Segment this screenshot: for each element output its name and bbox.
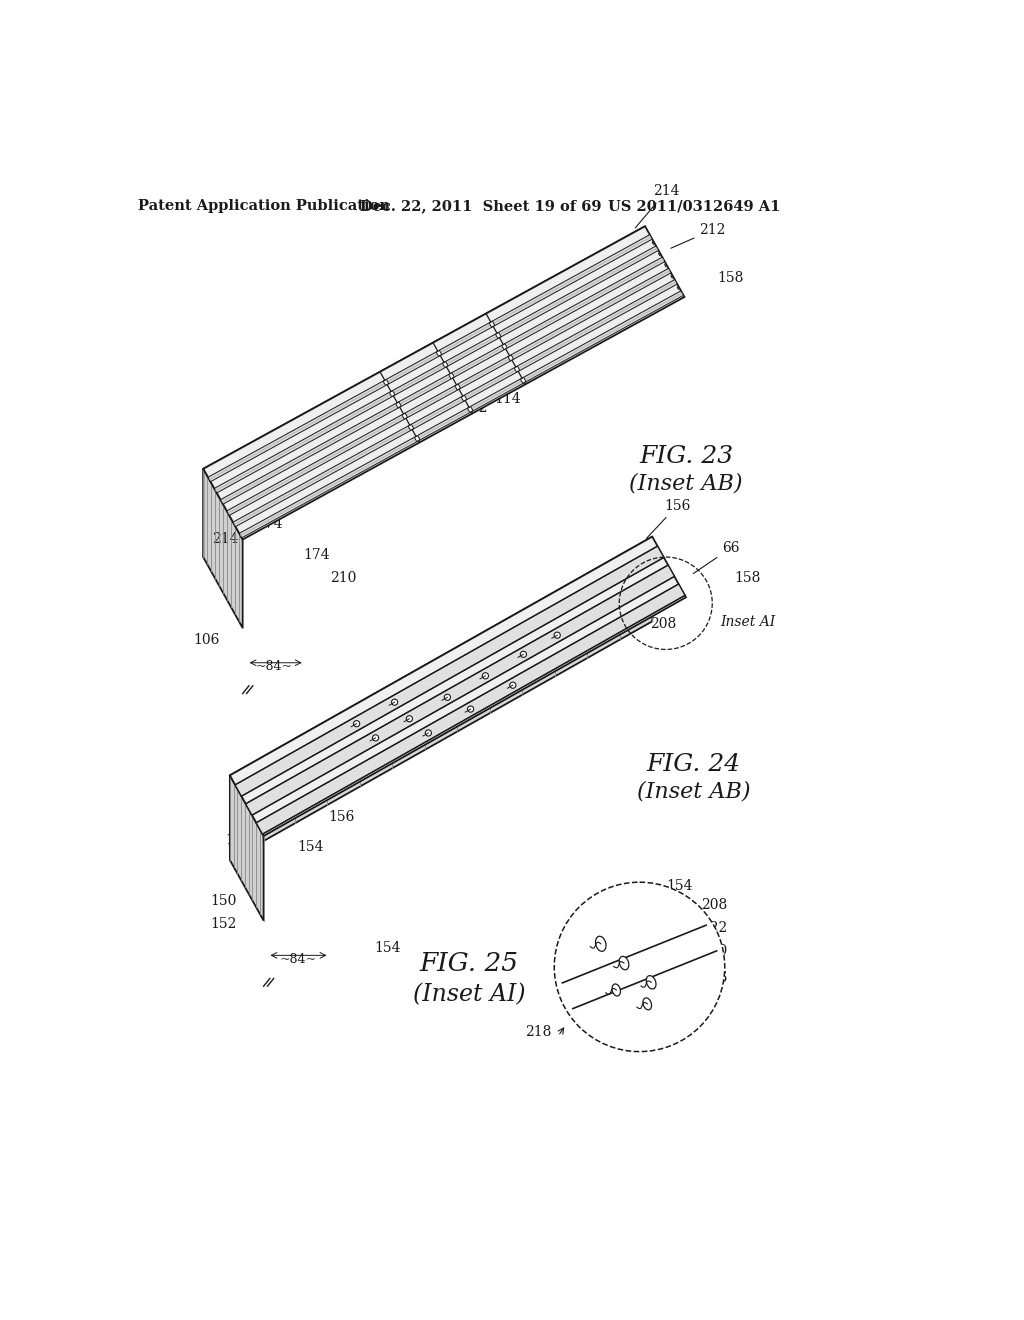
Text: 222: 222 bbox=[662, 921, 728, 954]
Polygon shape bbox=[383, 380, 389, 385]
Text: 154: 154 bbox=[297, 841, 324, 854]
Polygon shape bbox=[461, 396, 467, 401]
Polygon shape bbox=[496, 333, 501, 338]
Text: 174: 174 bbox=[303, 548, 330, 562]
Text: 214: 214 bbox=[212, 532, 239, 546]
Text: 214: 214 bbox=[635, 185, 679, 228]
Text: 208: 208 bbox=[649, 618, 676, 631]
Polygon shape bbox=[204, 226, 645, 557]
Text: 156: 156 bbox=[650, 972, 728, 1005]
Circle shape bbox=[510, 682, 516, 688]
Polygon shape bbox=[455, 384, 461, 389]
Polygon shape bbox=[220, 257, 665, 504]
Polygon shape bbox=[208, 235, 652, 482]
Polygon shape bbox=[246, 565, 675, 816]
Polygon shape bbox=[436, 350, 441, 356]
Ellipse shape bbox=[643, 998, 651, 1010]
Ellipse shape bbox=[612, 983, 621, 997]
Polygon shape bbox=[508, 355, 513, 360]
Text: ~84~: ~84~ bbox=[255, 660, 292, 673]
Text: FIG. 23: FIG. 23 bbox=[639, 445, 733, 467]
Text: FIG. 24: FIG. 24 bbox=[647, 752, 740, 776]
Circle shape bbox=[373, 735, 379, 741]
Text: Patent Application Publication: Patent Application Publication bbox=[137, 199, 389, 213]
Text: 156: 156 bbox=[225, 833, 252, 846]
Polygon shape bbox=[204, 226, 684, 540]
Text: 154: 154 bbox=[375, 940, 400, 954]
Circle shape bbox=[407, 715, 413, 722]
Polygon shape bbox=[415, 436, 420, 441]
Text: 114: 114 bbox=[451, 392, 520, 407]
Text: Inset AI: Inset AI bbox=[720, 615, 775, 630]
Text: 158: 158 bbox=[735, 572, 761, 585]
Text: ~84~: ~84~ bbox=[280, 953, 317, 966]
Polygon shape bbox=[226, 268, 671, 515]
Polygon shape bbox=[214, 246, 658, 492]
Text: US 2011/0312649 A1: US 2011/0312649 A1 bbox=[607, 199, 780, 213]
Circle shape bbox=[391, 700, 397, 705]
Circle shape bbox=[482, 673, 488, 678]
Circle shape bbox=[425, 730, 431, 737]
Polygon shape bbox=[489, 321, 495, 327]
Text: 218: 218 bbox=[525, 1026, 552, 1039]
Circle shape bbox=[554, 632, 560, 639]
Text: 158: 158 bbox=[718, 271, 744, 285]
Text: (Inset AB): (Inset AB) bbox=[637, 780, 751, 803]
Polygon shape bbox=[233, 280, 677, 527]
Polygon shape bbox=[240, 290, 683, 537]
Text: 140: 140 bbox=[436, 710, 463, 725]
Circle shape bbox=[444, 694, 451, 701]
Polygon shape bbox=[520, 378, 526, 383]
Polygon shape bbox=[229, 537, 652, 861]
Circle shape bbox=[353, 721, 359, 727]
Polygon shape bbox=[236, 546, 664, 796]
Polygon shape bbox=[449, 372, 455, 379]
Text: 156: 156 bbox=[328, 809, 354, 824]
Polygon shape bbox=[204, 469, 243, 628]
Polygon shape bbox=[409, 425, 414, 430]
Text: 152: 152 bbox=[210, 917, 237, 932]
Polygon shape bbox=[229, 775, 263, 921]
Ellipse shape bbox=[646, 975, 656, 989]
Text: 220: 220 bbox=[657, 944, 728, 981]
Polygon shape bbox=[502, 343, 507, 350]
Polygon shape bbox=[256, 583, 685, 834]
Text: 210: 210 bbox=[331, 572, 356, 585]
Polygon shape bbox=[389, 391, 395, 396]
Text: 212: 212 bbox=[671, 223, 726, 248]
Circle shape bbox=[468, 706, 474, 713]
Polygon shape bbox=[514, 366, 520, 372]
Text: (Inset AI): (Inset AI) bbox=[413, 983, 525, 1007]
Ellipse shape bbox=[596, 936, 606, 952]
Polygon shape bbox=[442, 362, 447, 367]
Circle shape bbox=[520, 651, 526, 657]
Text: 156: 156 bbox=[646, 499, 690, 539]
Text: 174: 174 bbox=[257, 517, 284, 531]
Text: (Inset AB): (Inset AB) bbox=[630, 473, 742, 495]
Text: 112: 112 bbox=[462, 401, 488, 416]
Ellipse shape bbox=[620, 956, 629, 970]
Text: FIG. 25: FIG. 25 bbox=[420, 950, 518, 975]
Polygon shape bbox=[468, 407, 473, 412]
Circle shape bbox=[554, 882, 725, 1052]
Text: 150: 150 bbox=[210, 895, 237, 908]
Text: 106: 106 bbox=[194, 632, 219, 647]
Text: 208: 208 bbox=[658, 898, 728, 921]
Text: Dec. 22, 2011  Sheet 19 of 69: Dec. 22, 2011 Sheet 19 of 69 bbox=[359, 199, 601, 213]
Polygon shape bbox=[395, 403, 401, 408]
Polygon shape bbox=[229, 537, 686, 836]
Text: 66: 66 bbox=[693, 541, 739, 574]
Text: 154: 154 bbox=[634, 879, 693, 904]
Polygon shape bbox=[402, 413, 408, 418]
